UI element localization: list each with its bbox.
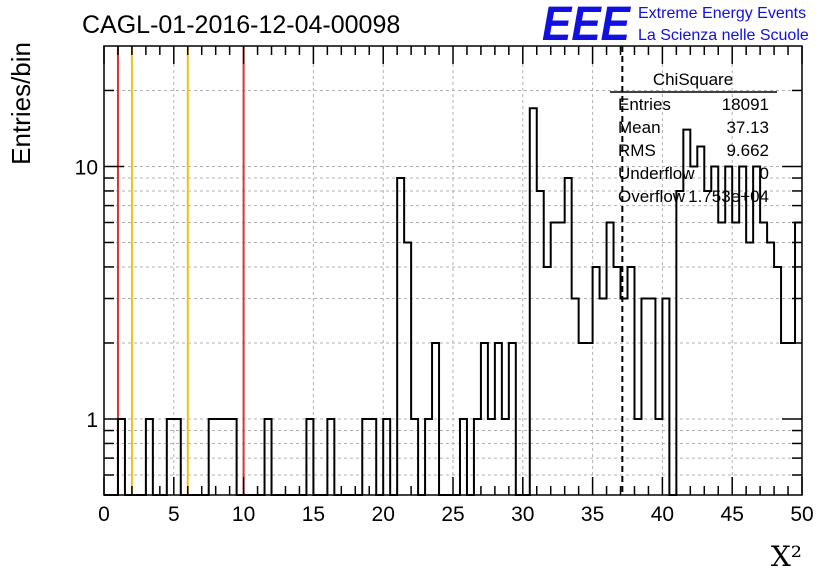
histogram-bin [397, 178, 404, 495]
x-tick-label: 10 [232, 503, 255, 526]
stats-value-entries: 18091 [722, 95, 769, 114]
stats-box: ChiSquare Entries 18091 Mean 37.13 RMS 9… [610, 70, 777, 206]
stats-label-overflow: Overflow [618, 187, 686, 206]
x-tick-label: 0 [98, 503, 110, 526]
x-tick-label: 50 [790, 503, 813, 526]
histogram-bin [655, 419, 662, 495]
histogram-bin [411, 419, 418, 495]
histogram-bin [739, 166, 746, 495]
x-axis-label: X² [771, 540, 802, 572]
histogram-bin [327, 419, 334, 495]
stats-value-rms: 9.662 [726, 141, 769, 160]
histogram-bin [683, 130, 690, 495]
histogram-bin [544, 267, 551, 495]
histogram-bin [481, 343, 488, 495]
histogram-bin [795, 222, 802, 495]
histogram-bin [572, 299, 579, 495]
histogram-bin [265, 419, 272, 495]
x-tick-label: 40 [651, 503, 674, 526]
axes: 0 5 10 15 20 25 30 35 40 45 50 1 10 [75, 45, 814, 526]
histogram-bin [118, 419, 125, 495]
stats-label-underflow: Underflow [618, 164, 695, 183]
histogram-bin [537, 191, 544, 495]
histogram-bin [760, 222, 767, 495]
histogram-bin [676, 191, 683, 495]
histogram-bin [593, 267, 600, 495]
histogram-bin [404, 242, 411, 495]
histogram-bin [216, 419, 223, 495]
histogram-bin [502, 419, 509, 495]
x-tick-label: 20 [372, 503, 395, 526]
x-tick-label: 25 [441, 503, 464, 526]
histogram-bin [607, 222, 614, 495]
histogram-bin [209, 419, 216, 495]
histogram-bin [621, 299, 628, 495]
y-tick-label: 1 [86, 409, 98, 432]
x-tick-label: 30 [511, 503, 534, 526]
histogram-bin [753, 166, 760, 495]
histogram-bin [460, 419, 467, 495]
x-tick-label: 35 [581, 503, 604, 526]
histogram-bin [579, 343, 586, 495]
stats-value-underflow: 0 [760, 164, 769, 183]
histogram-bin [704, 191, 711, 495]
histogram-bin [600, 299, 607, 495]
histogram-bin [746, 242, 753, 495]
histogram-bin [641, 299, 648, 495]
histogram-bin [488, 419, 495, 495]
y-axis-label: Entries/bin [6, 42, 36, 165]
histogram-bin [648, 299, 655, 495]
histogram-bin [530, 108, 537, 495]
stats-value-overflow: 1.753e+04 [688, 187, 769, 206]
histogram-bin [628, 267, 635, 495]
x-tick-label: 15 [302, 503, 325, 526]
histogram-bin [718, 222, 725, 495]
histogram-bin [383, 419, 390, 495]
y-tick-label: 10 [75, 156, 98, 179]
x-tick-label: 45 [721, 503, 744, 526]
stats-value-mean: 37.13 [726, 118, 769, 137]
histogram-bin [509, 343, 516, 495]
histogram-bin [495, 343, 502, 495]
histogram-bin [167, 419, 174, 495]
histogram-bin [230, 419, 237, 495]
eee-logo-line2: La Scienza nelle Scuole [638, 27, 809, 44]
eee-logo-mark: EEE [542, 0, 632, 51]
histogram-bin [614, 267, 621, 495]
histogram-bin [223, 419, 230, 495]
histogram-bin [432, 343, 439, 495]
histogram-bin [711, 166, 718, 495]
x-tick-label: 5 [168, 503, 180, 526]
histogram-bin [732, 222, 739, 495]
stats-label-rms: RMS [618, 141, 656, 160]
histogram-bin [774, 267, 781, 495]
eee-logo-line1: Extreme Energy Events [638, 5, 806, 22]
histogram-bin [369, 419, 376, 495]
stats-label-mean: Mean [618, 118, 661, 137]
histogram-bin [565, 178, 572, 495]
histogram-bin [474, 419, 481, 495]
histogram-bin [662, 299, 669, 495]
reference-lines [116, 46, 624, 495]
histogram-bin [174, 419, 181, 495]
histogram-bin [558, 222, 565, 495]
histogram-bin [146, 419, 153, 495]
histogram-bin [306, 419, 313, 495]
histogram-bin [362, 419, 369, 495]
histogram-bin [425, 419, 432, 495]
histogram-bin [634, 419, 641, 495]
stats-label-entries: Entries [618, 95, 671, 114]
eee-logo: EEE Extreme Energy Events La Scienza nel… [542, 0, 809, 51]
histogram-bin [551, 222, 558, 495]
stats-box-name: ChiSquare [653, 70, 733, 89]
histogram-bin [725, 166, 732, 495]
chart-title: CAGL-01-2016-12-04-00098 [82, 11, 400, 39]
histogram-bin [767, 242, 774, 495]
histogram-bin [586, 343, 593, 495]
histogram-bin [690, 166, 697, 495]
